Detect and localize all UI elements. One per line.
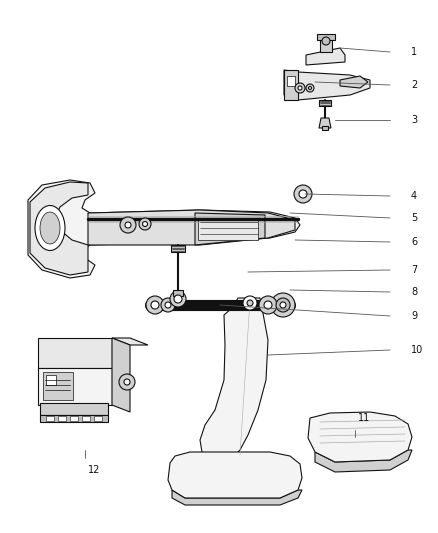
- Circle shape: [124, 379, 130, 385]
- Polygon shape: [340, 76, 368, 88]
- Text: 5: 5: [411, 213, 417, 223]
- Text: 12: 12: [88, 465, 100, 475]
- Circle shape: [280, 302, 286, 308]
- Polygon shape: [172, 490, 302, 505]
- Bar: [46, 375, 56, 385]
- Bar: [70, 416, 78, 421]
- Bar: [287, 76, 295, 86]
- Circle shape: [306, 84, 314, 92]
- Circle shape: [165, 302, 171, 308]
- Circle shape: [243, 296, 257, 310]
- Polygon shape: [112, 338, 130, 412]
- Text: 9: 9: [411, 311, 417, 321]
- Polygon shape: [30, 182, 88, 275]
- Text: 3: 3: [411, 115, 417, 125]
- Bar: [58, 416, 66, 421]
- Bar: [317, 34, 335, 40]
- Circle shape: [174, 295, 182, 303]
- Polygon shape: [319, 118, 331, 128]
- Polygon shape: [315, 450, 412, 472]
- Bar: [173, 290, 183, 296]
- Bar: [320, 38, 332, 52]
- Circle shape: [271, 293, 295, 317]
- Polygon shape: [88, 210, 295, 245]
- Circle shape: [142, 222, 148, 227]
- Circle shape: [322, 37, 330, 45]
- Bar: [319, 100, 331, 106]
- Polygon shape: [308, 412, 412, 462]
- Text: 10: 10: [411, 345, 423, 355]
- Bar: [171, 245, 185, 252]
- Circle shape: [264, 301, 272, 309]
- Circle shape: [298, 86, 302, 90]
- Text: 11: 11: [358, 413, 370, 423]
- Polygon shape: [40, 403, 108, 415]
- Polygon shape: [112, 338, 148, 345]
- Polygon shape: [168, 452, 302, 498]
- Text: 8: 8: [411, 287, 417, 297]
- Polygon shape: [38, 368, 112, 405]
- Circle shape: [119, 374, 135, 390]
- Circle shape: [299, 190, 307, 198]
- Bar: [198, 218, 258, 240]
- Circle shape: [308, 86, 311, 90]
- Polygon shape: [40, 415, 108, 422]
- Circle shape: [125, 222, 131, 228]
- Text: 6: 6: [411, 237, 417, 247]
- Circle shape: [294, 185, 312, 203]
- Ellipse shape: [40, 212, 60, 244]
- Bar: [43, 372, 73, 400]
- Polygon shape: [306, 48, 345, 65]
- Polygon shape: [195, 213, 265, 245]
- Circle shape: [161, 298, 175, 312]
- Text: 7: 7: [411, 265, 417, 275]
- Circle shape: [139, 218, 151, 230]
- Bar: [94, 416, 102, 421]
- Polygon shape: [284, 70, 370, 100]
- Circle shape: [120, 217, 136, 233]
- Circle shape: [247, 300, 253, 306]
- Circle shape: [146, 296, 164, 314]
- Circle shape: [259, 296, 277, 314]
- Polygon shape: [200, 298, 268, 465]
- Circle shape: [151, 301, 159, 309]
- Circle shape: [295, 83, 305, 93]
- Text: 4: 4: [411, 191, 417, 201]
- Text: 2: 2: [411, 80, 417, 90]
- Ellipse shape: [35, 206, 65, 251]
- Text: 1: 1: [411, 47, 417, 57]
- Bar: [82, 416, 90, 421]
- Bar: [322, 126, 328, 130]
- Circle shape: [276, 298, 290, 312]
- Polygon shape: [284, 70, 298, 100]
- Polygon shape: [38, 338, 112, 368]
- Bar: [46, 416, 54, 421]
- Circle shape: [170, 291, 186, 307]
- Polygon shape: [28, 180, 300, 278]
